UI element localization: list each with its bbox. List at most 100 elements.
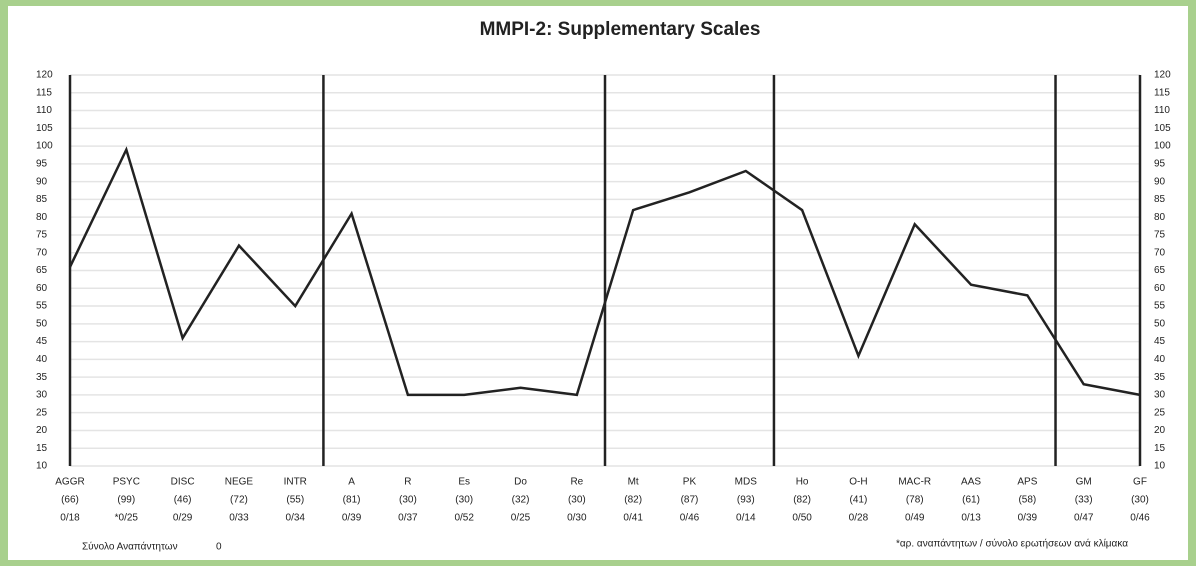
raw-score: 0/37 [398,513,418,524]
y-tick-label: 90 [36,176,48,187]
value-label: (55) [286,495,304,506]
y-tick-label: 80 [36,212,48,223]
y2-tick-label: 35 [1154,372,1166,383]
x-tick-label: PSYC [113,477,140,488]
raw-score: *0/25 [115,513,139,524]
footer-value: 0 [216,542,222,553]
x-tick-label: GM [1076,477,1092,488]
y-tick-label: 10 [36,461,48,472]
chart-background [8,6,1188,560]
y2-tick-label: 110 [1154,105,1170,116]
value-label: (46) [174,495,192,506]
y2-tick-label: 65 [1154,265,1166,276]
value-label: (99) [117,495,135,506]
raw-score: 0/25 [511,513,531,524]
x-tick-label: Es [458,477,470,488]
x-tick-label: APS [1017,477,1037,488]
x-tick-label: PK [683,477,697,488]
value-label: (66) [61,495,79,506]
y2-tick-label: 20 [1154,425,1166,436]
value-label: (58) [1018,495,1036,506]
chart-title: MMPI-2: Supplementary Scales [480,19,761,40]
y2-tick-label: 90 [1154,176,1166,187]
raw-score: 0/28 [849,513,869,524]
x-tick-label: O-H [849,477,867,488]
y-tick-label: 40 [36,354,48,365]
y2-tick-label: 95 [1154,159,1166,170]
x-tick-label: Mt [628,477,639,488]
x-tick-label: A [348,477,355,488]
raw-score: 0/52 [454,513,474,524]
x-tick-label: AGGR [55,477,84,488]
raw-score: 0/14 [736,513,756,524]
value-label: (30) [568,495,586,506]
x-tick-label: Ho [796,477,809,488]
y2-tick-label: 25 [1154,407,1166,418]
y2-tick-label: 75 [1154,230,1166,241]
y2-tick-label: 115 [1154,87,1170,98]
value-label: (30) [1131,495,1149,506]
y2-tick-label: 30 [1154,390,1166,401]
raw-score: 0/49 [905,513,925,524]
raw-score: 0/39 [1018,513,1038,524]
y-tick-label: 65 [36,265,48,276]
raw-score: 0/46 [680,513,700,524]
value-label: (30) [399,495,417,506]
value-label: (33) [1075,495,1093,506]
raw-score: 0/33 [229,513,249,524]
raw-score: 0/30 [567,513,587,524]
y-tick-label: 85 [36,194,48,205]
y-tick-label: 55 [36,301,48,312]
y-tick-label: 105 [36,123,53,134]
y2-tick-label: 60 [1154,283,1166,294]
y-tick-label: 20 [36,425,48,436]
y2-tick-label: 40 [1154,354,1166,365]
raw-score: 0/46 [1130,513,1150,524]
value-label: (61) [962,495,980,506]
value-label: (82) [624,495,642,506]
data-line [68,146,1141,397]
x-tick-label: DISC [171,477,195,488]
y2-tick-label: 70 [1154,247,1166,258]
y-tick-label: 95 [36,159,48,170]
y2-tick-label: 50 [1154,318,1166,329]
footer-label: Σύνολο Αναπάντητων [82,541,178,553]
x-tick-label: Re [570,477,583,488]
value-label: (82) [793,495,811,506]
y-tick-label: 110 [36,105,52,116]
value-label: (41) [850,495,868,506]
x-tick-label: MAC-R [898,477,931,488]
x-tick-label: NEGE [225,477,254,488]
y-tick-label: 60 [36,283,48,294]
raw-score: 0/13 [961,513,981,524]
x-tick-label: GF [1133,477,1147,488]
y-tick-label: 25 [36,407,48,418]
y2-tick-label: 55 [1154,301,1166,312]
y-tick-label: 100 [36,141,53,152]
y2-tick-label: 120 [1154,70,1171,81]
x-tick-label: Do [514,477,527,488]
footnote: *αρ. αναπάντητων / σύνολο ερωτήσεων ανά … [896,538,1128,550]
x-tick-label: R [404,477,411,488]
value-label: (32) [512,495,530,506]
value-label: (72) [230,495,248,506]
y-tick-label: 75 [36,230,48,241]
y-tick-label: 115 [36,87,52,98]
raw-score: 0/29 [173,513,193,524]
x-tick-label: AAS [961,477,981,488]
y2-tick-label: 100 [1154,141,1171,152]
y-tick-label: 30 [36,390,48,401]
y-tick-label: 120 [36,70,53,81]
raw-score: 0/34 [286,513,306,524]
raw-score: 0/50 [792,513,812,524]
raw-score: 0/39 [342,513,362,524]
raw-score: 0/18 [60,513,80,524]
value-label: (81) [343,495,361,506]
y-tick-label: 50 [36,318,48,329]
raw-score: 0/47 [1074,513,1094,524]
raw-score: 0/41 [623,513,643,524]
y2-tick-label: 85 [1154,194,1166,205]
y2-tick-label: 10 [1154,461,1166,472]
